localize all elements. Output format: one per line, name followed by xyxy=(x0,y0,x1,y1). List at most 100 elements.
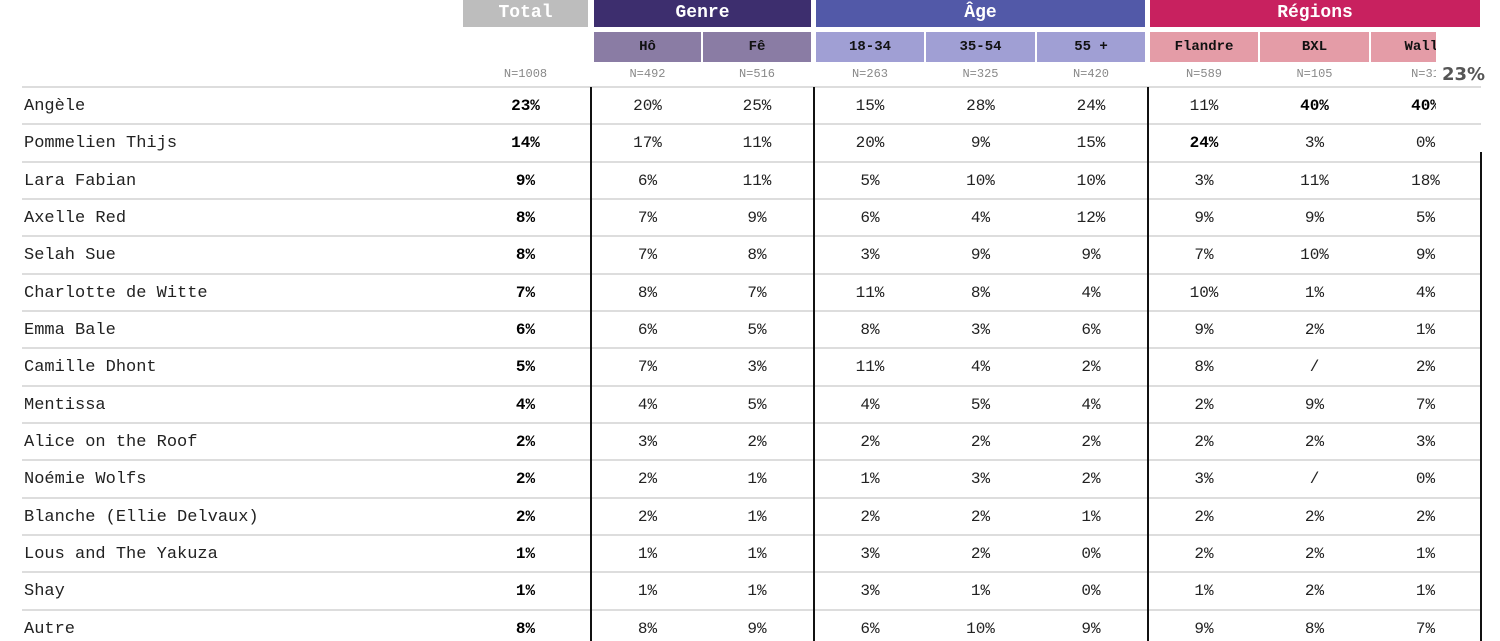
row-divider xyxy=(22,608,1481,611)
cell: 6% xyxy=(637,171,658,190)
cell: 5% xyxy=(747,320,767,339)
cell: 1% xyxy=(1415,582,1436,601)
cell: 11% xyxy=(742,134,772,153)
cell: 2% xyxy=(1081,358,1101,377)
cell: 9% xyxy=(747,619,767,638)
cell: 2% xyxy=(1081,470,1101,489)
cell: 23% xyxy=(511,97,540,115)
cell: 3% xyxy=(1194,470,1214,489)
cell: 4% xyxy=(1415,283,1436,302)
row-label: Charlotte de Witte xyxy=(24,283,208,303)
column-header: Fê xyxy=(703,32,811,62)
cell: 7% xyxy=(1415,395,1436,414)
cell: 8% xyxy=(515,208,536,227)
row-label: Camille Dhont xyxy=(24,358,157,378)
cell: 0% xyxy=(1415,134,1436,153)
cell: 11% xyxy=(1189,97,1219,115)
cell: 2% xyxy=(637,507,658,526)
cell: 9% xyxy=(1081,619,1101,638)
cell: 24% xyxy=(1189,134,1219,153)
cell: 10% xyxy=(1076,171,1106,190)
cell: 10% xyxy=(1300,246,1329,265)
row-divider xyxy=(22,86,1481,88)
cell: 5% xyxy=(515,358,536,377)
group-header: Régions xyxy=(1150,0,1480,27)
cell: 1% xyxy=(1081,507,1101,526)
sample-size: N=1008 xyxy=(503,67,548,81)
cell: 6% xyxy=(860,208,880,227)
right-border xyxy=(1480,152,1482,641)
cell: 5% xyxy=(970,395,991,414)
cell: 2% xyxy=(515,507,536,526)
cell: 3% xyxy=(860,246,880,265)
group-header: Genre xyxy=(594,0,811,27)
row-divider xyxy=(22,160,1481,163)
cell: 8% xyxy=(970,283,991,302)
cell: 11% xyxy=(855,283,885,302)
column-header: Wallo xyxy=(1371,32,1436,62)
cell: 4% xyxy=(1081,283,1101,302)
row-label: Pommelien Thijs xyxy=(24,134,178,154)
cell: 3% xyxy=(1304,134,1325,153)
cell: 7% xyxy=(1415,619,1436,638)
cell: 4% xyxy=(970,358,991,377)
cell: 10% xyxy=(1189,283,1219,302)
cell: 6% xyxy=(1081,320,1101,339)
cell: 24% xyxy=(1076,97,1106,115)
cell: 4% xyxy=(1081,395,1101,414)
cell: 2% xyxy=(1194,432,1214,451)
cell: 3% xyxy=(860,582,880,601)
row-divider xyxy=(22,571,1481,574)
cell: 7% xyxy=(747,283,767,302)
cell: 3% xyxy=(637,432,658,451)
column-header: 35-54 xyxy=(926,32,1035,62)
cell: 8% xyxy=(515,246,536,265)
cell: 6% xyxy=(515,320,536,339)
cell: 7% xyxy=(637,358,658,377)
cell: 2% xyxy=(1304,582,1325,601)
sample-size: N=492 xyxy=(629,67,666,81)
sample-size: N=325 xyxy=(962,67,999,81)
cell: 7% xyxy=(637,246,658,265)
group-header: Total xyxy=(463,0,588,27)
cell: 2% xyxy=(860,432,880,451)
cell: 3% xyxy=(1194,171,1214,190)
row-divider xyxy=(22,421,1481,424)
cell: 14% xyxy=(511,134,540,153)
row-divider xyxy=(22,384,1481,387)
cell: 9% xyxy=(1081,246,1101,265)
group-separator xyxy=(813,87,815,641)
cell: 25% xyxy=(742,97,772,115)
row-label: Lous and The Yakuza xyxy=(24,544,218,564)
row-divider xyxy=(22,496,1481,499)
cell: 2% xyxy=(515,470,536,489)
cell: 0% xyxy=(1081,544,1101,563)
cell: 4% xyxy=(860,395,880,414)
cell: 2% xyxy=(970,432,991,451)
cell: 9% xyxy=(970,246,991,265)
tooltip: 23% xyxy=(1442,64,1486,85)
cell: 11% xyxy=(1300,171,1329,190)
row-label: Emma Bale xyxy=(24,320,116,340)
cell: 15% xyxy=(1076,134,1106,153)
cell: 3% xyxy=(1415,432,1436,451)
column-header: Hô xyxy=(594,32,701,62)
sample-size: N=589 xyxy=(1185,67,1222,81)
sample-size: N=263 xyxy=(851,67,888,81)
sample-size: N=105 xyxy=(1296,67,1333,81)
cell: 4% xyxy=(970,208,991,227)
cell: 1% xyxy=(970,582,991,601)
row-label: Selah Sue xyxy=(24,246,116,266)
cell: 9% xyxy=(1304,395,1325,414)
cell: 9% xyxy=(747,208,767,227)
cell: 28% xyxy=(966,97,995,115)
row-divider xyxy=(22,272,1481,275)
cell: 2% xyxy=(970,544,991,563)
cell: 2% xyxy=(1194,395,1214,414)
cell: 1% xyxy=(747,544,767,563)
cell: 6% xyxy=(860,619,880,638)
cell: 18% xyxy=(1411,171,1440,190)
cell: 8% xyxy=(637,283,658,302)
cell: 1% xyxy=(637,582,658,601)
